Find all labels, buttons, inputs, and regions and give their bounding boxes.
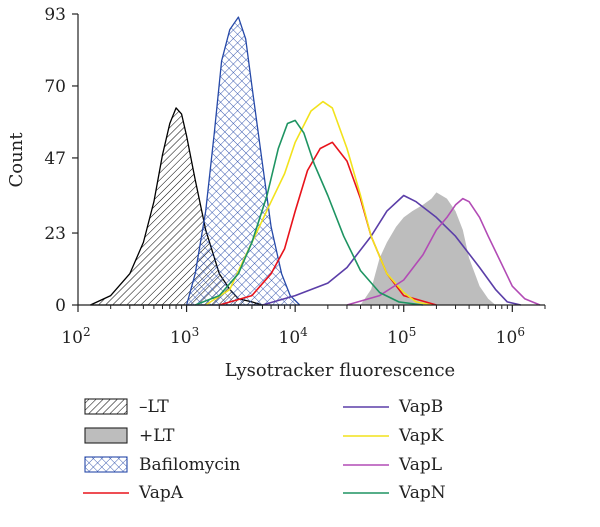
x-tick-label: 103 [170, 325, 199, 348]
legend-swatch-bafilomycin [84, 456, 128, 473]
legend-label-vapk: VapK [398, 426, 444, 446]
y-tick-label: 93 [44, 5, 66, 25]
y-tick-label: 23 [44, 224, 66, 244]
y-tick-label: 0 [55, 296, 66, 316]
legend-label-plus-lt: +LT [139, 426, 175, 446]
legend-label-vapb: VapB [398, 397, 443, 417]
series-vapb [262, 194, 522, 306]
series-vapl [346, 197, 541, 306]
legend-item-vapa: VapA [83, 483, 184, 503]
legend-item-bafilomycin: Bafilomycin [84, 455, 240, 475]
legend-swatch-minus-lt [84, 398, 128, 415]
x-axis-title: Lysotracker fluorescence [225, 360, 455, 381]
series-plus-lt [360, 192, 496, 305]
y-tick-label: 70 [44, 77, 66, 97]
legend-item-minus-lt: –LT [84, 397, 169, 417]
series-vapn [194, 119, 424, 306]
x-tick-label: 105 [387, 325, 416, 348]
legend-label-bafilomycin: Bafilomycin [139, 455, 240, 475]
series-bafilomycin [185, 16, 301, 306]
legend-swatch-plus-lt [84, 427, 128, 444]
legend-item-vapn: VapN [343, 483, 446, 503]
legend-item-vapb: VapB [343, 397, 443, 417]
y-axis-title: Count [6, 132, 27, 188]
x-tick-label: 102 [61, 325, 90, 348]
x-tick-label: 104 [279, 325, 309, 348]
legend-label-vapa: VapA [138, 483, 184, 503]
series-vapk [205, 100, 432, 306]
legend-label-minus-lt: –LT [139, 397, 169, 417]
legend-item-vapk: VapK [343, 426, 444, 446]
x-tick-label: 106 [496, 325, 525, 348]
legend-label-vapl: VapL [398, 455, 442, 475]
y-tick-label: 47 [44, 149, 66, 169]
legend-label-vapn: VapN [398, 483, 446, 503]
legend-item-vapl: VapL [343, 455, 442, 475]
legend-item-plus-lt: +LT [84, 426, 175, 446]
